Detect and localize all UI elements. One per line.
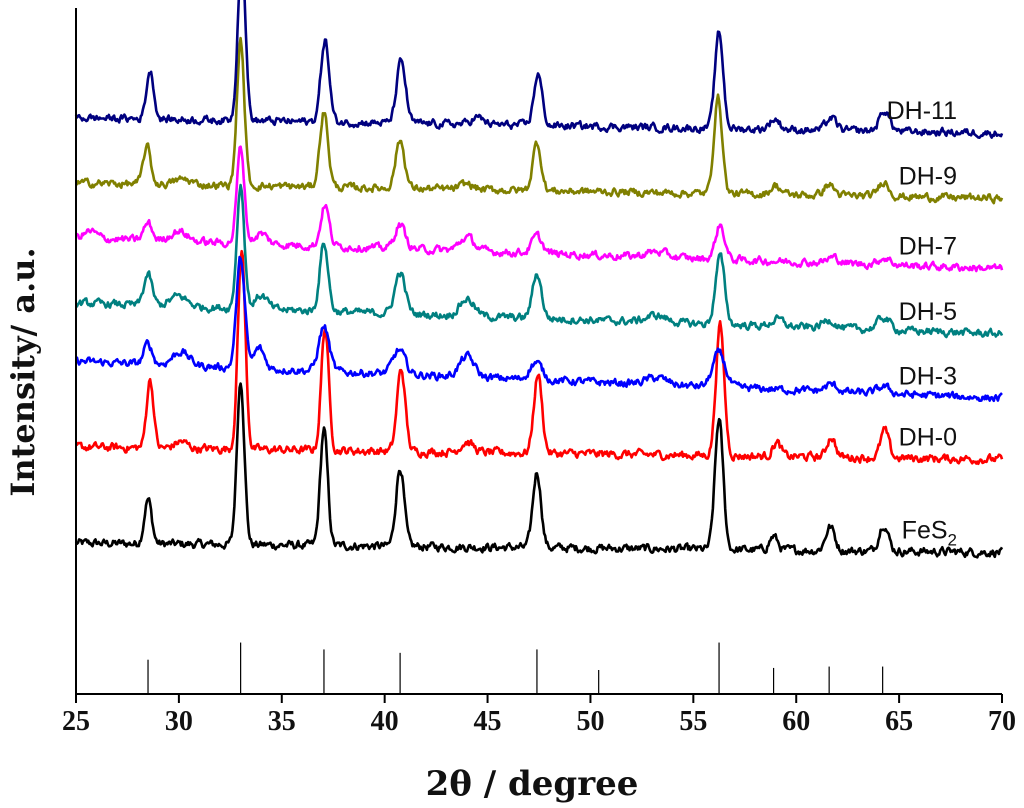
series-label: FeS2 <box>902 516 957 549</box>
y-axis-title: Intensity/ a.u. <box>4 247 42 496</box>
series-labels: FeS2 DH-0 DH-3 DH-5 DH-7 DH-9 DH-11 <box>887 97 957 549</box>
trace-dh-11 <box>74 0 1004 139</box>
series-label: DH-7 <box>899 233 957 261</box>
trace-dh-5 <box>75 183 1004 339</box>
series-label: DH-0 <box>899 423 957 451</box>
series-label: DH-11 <box>887 97 957 125</box>
x-tick-label: 30 <box>165 706 193 737</box>
x-tick-label: 40 <box>371 706 399 737</box>
x-tick-label: 60 <box>782 706 810 737</box>
trace-dh-0 <box>75 249 1004 466</box>
x-ticks: 25 30 35 40 45 50 55 60 65 70 <box>62 694 1016 737</box>
series-label: DH-9 <box>899 162 957 190</box>
x-tick-label: 25 <box>62 706 90 737</box>
x-tick-label: 55 <box>679 706 707 737</box>
series-label: DH-3 <box>899 362 957 390</box>
series-label: DH-5 <box>899 298 957 326</box>
trace-dh-7 <box>75 145 1004 273</box>
x-tick-label: 65 <box>885 706 913 737</box>
reference-lines <box>147 642 884 694</box>
x-axis-title: 2θ / degree <box>426 764 639 804</box>
trace-group <box>74 0 1004 559</box>
trace-dh-3 <box>75 255 1003 403</box>
trace-dh-9 <box>75 36 1004 205</box>
x-tick-label: 45 <box>474 706 502 737</box>
x-tick-label: 70 <box>988 706 1016 737</box>
trace-fes <box>74 382 1004 559</box>
x-tick-label: 50 <box>576 706 604 737</box>
x-tick-label: 35 <box>268 706 296 737</box>
